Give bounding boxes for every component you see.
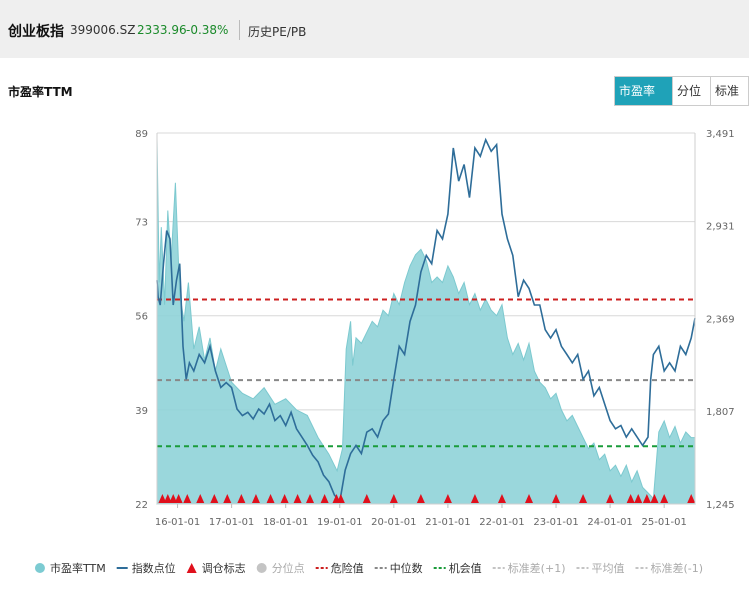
- legend-label: 调仓标志: [202, 561, 246, 575]
- legend-item-9[interactable]: 标准差(-1): [635, 561, 703, 575]
- rebalance-marker: [336, 494, 345, 503]
- rebalance-marker: [650, 494, 659, 503]
- x-tick-label: 24-01-01: [587, 517, 632, 528]
- legend-label: 机会值: [449, 561, 482, 575]
- x-tick-label: 23-01-01: [533, 517, 578, 528]
- legend-dot-icon: [256, 563, 267, 573]
- rebalance-marker: [642, 494, 651, 503]
- legend: 市盈率TTM 指数点位 调仓标志 分位点 危险值 中位数 机会值 标准差(+1) 平均值 标准差(…: [34, 561, 703, 575]
- rebalance-marker: [223, 494, 232, 503]
- y-right-tick-label: 3,491: [706, 129, 735, 140]
- rebalance-marker: [251, 494, 260, 503]
- index-line: [156, 137, 696, 504]
- section-title: 市盈率TTM: [8, 85, 73, 99]
- legend-item-2[interactable]: 调仓标志: [186, 561, 246, 575]
- legend-label: 标准差(-1): [650, 561, 703, 575]
- y-left-tick-label: 22: [135, 500, 148, 511]
- rebalance-marker: [660, 494, 669, 503]
- rebalance-marker: [497, 494, 506, 503]
- legend-triangle-icon: [186, 563, 197, 573]
- rebalance-marker: [293, 494, 302, 503]
- y-right-tick-label: 2,369: [706, 314, 735, 325]
- y-left-tick-label: 89: [135, 129, 148, 140]
- rebalance-marker: [169, 494, 178, 503]
- metric-tabs: 市盈率TTM 分位点 标准差: [614, 76, 749, 126]
- legend-item-4[interactable]: 危险值: [315, 561, 364, 575]
- legend-label: 市盈率TTM: [50, 561, 106, 575]
- legend-item-3[interactable]: 分位点: [256, 561, 305, 575]
- y-right-tick-label: 2,931: [706, 222, 735, 233]
- legend-label: 危险值: [331, 561, 364, 575]
- rebalance-marker: [362, 494, 371, 503]
- rebalance-marker: [634, 494, 643, 503]
- top-bar: 创业板指 399006.SZ 2333.96 -0.38% 历史PE/PB: [0, 0, 749, 58]
- x-tick-label: 18-01-01: [263, 517, 308, 528]
- rebalance-marker: [266, 494, 275, 503]
- x-tick-label: 22-01-01: [479, 517, 524, 528]
- y-right-tick-label: 1,245: [706, 500, 735, 511]
- history-pe-pb-link[interactable]: 历史PE/PB: [248, 25, 307, 39]
- rebalance-marker: [416, 494, 425, 503]
- rebalance-marker: [210, 494, 219, 503]
- index-name: 创业板指: [8, 24, 64, 40]
- x-tick-label: 19-01-01: [317, 517, 362, 528]
- rebalance-marker: [163, 494, 172, 503]
- rebalance-marker: [174, 494, 183, 503]
- y-left-tick-label: 73: [135, 218, 148, 229]
- rebalance-marker: [552, 494, 561, 503]
- rebalance-marker: [320, 494, 329, 503]
- rebalance-marker: [687, 494, 696, 503]
- index-price: 2333.96: [137, 23, 187, 37]
- x-tick-label: 17-01-01: [209, 517, 254, 528]
- legend-label: 指数点位: [132, 561, 176, 575]
- rebalance-marker: [389, 494, 398, 503]
- legend-label: 分位点: [272, 561, 305, 575]
- legend-item-1[interactable]: 指数点位: [116, 561, 176, 575]
- rebalance-marker: [579, 494, 588, 503]
- divider: [239, 20, 240, 40]
- rebalance-marker: [237, 494, 246, 503]
- x-tick-label: 25-01-01: [641, 517, 686, 528]
- rebalance-marker: [626, 494, 635, 503]
- y-left-tick-label: 39: [135, 406, 148, 417]
- rebalance-marker: [470, 494, 479, 503]
- legend-label: 中位数: [390, 561, 423, 575]
- legend-item-6[interactable]: 机会值: [433, 561, 482, 575]
- y-right-tick-label: 1,807: [706, 407, 735, 418]
- legend-item-5[interactable]: 中位数: [374, 561, 423, 575]
- rebalance-marker: [280, 494, 289, 503]
- x-tick-label: 21-01-01: [425, 517, 470, 528]
- rebalance-marker: [525, 494, 534, 503]
- x-tick-label: 16-01-01: [155, 517, 200, 528]
- pe-chart: 22 39 56 73 89 1,245 1,807 2,369 2,931 3,491 16-01…: [135, 129, 735, 528]
- legend-item-7[interactable]: 标准差(+1): [492, 561, 566, 575]
- index-change: -0.38%: [186, 23, 229, 37]
- legend-label: 标准差(+1): [508, 561, 566, 575]
- legend-dot-icon: [34, 563, 45, 573]
- rebalance-marker: [443, 494, 452, 503]
- y-left-tick-label: 56: [135, 312, 148, 323]
- x-tick-label: 20-01-01: [371, 517, 416, 528]
- rebalance-marker: [196, 494, 205, 503]
- rebalance-marker: [183, 494, 192, 503]
- rebalance-marker: [306, 494, 315, 503]
- legend-item-0[interactable]: 市盈率TTM: [34, 561, 106, 575]
- rebalance-marker: [158, 494, 167, 503]
- legend-item-8[interactable]: 平均值: [576, 562, 624, 575]
- legend-label: 平均值: [591, 562, 624, 575]
- rebalance-marker: [606, 494, 615, 503]
- index-code: 399006.SZ: [70, 23, 136, 37]
